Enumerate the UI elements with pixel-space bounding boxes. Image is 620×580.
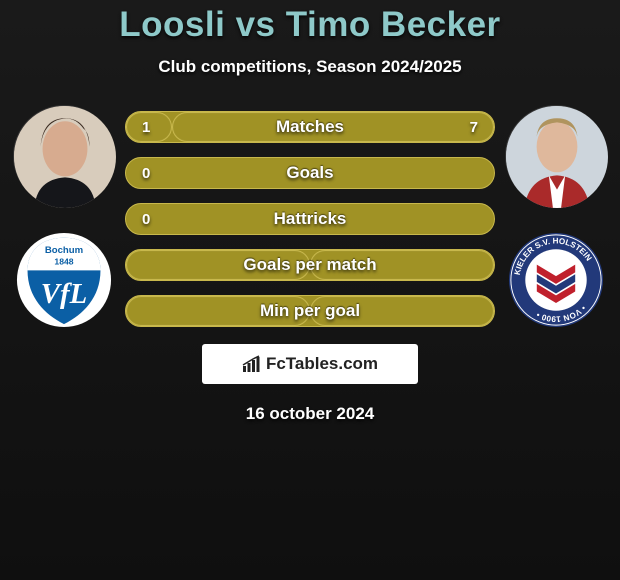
- bar-label: Goals per match: [243, 255, 376, 275]
- stat-bar-goals-per-match: Goals per match: [125, 249, 495, 281]
- watermark-text: FcTables.com: [266, 354, 378, 374]
- left-player-column: Bochum 1848 VfL: [8, 105, 120, 328]
- watermark-badge: FcTables.com: [202, 344, 418, 384]
- comparison-area: Bochum 1848 VfL Matches17Goals0Hattricks…: [0, 105, 620, 328]
- left-club-logo: Bochum 1848 VfL: [16, 232, 112, 328]
- stat-bar-goals: Goals 0: [125, 157, 495, 189]
- subtitle: Club competitions, Season 2024/2025: [158, 57, 461, 77]
- bar-label: Min per goal: [260, 301, 360, 321]
- chart-icon: [242, 355, 262, 373]
- stat-bars: Matches 1 7 Goals 0 Hattricks 0 Goals per match…: [120, 105, 500, 327]
- left-player-avatar: [13, 105, 115, 207]
- date-label: 16 october 2024: [246, 404, 375, 424]
- club-text-top: Bochum: [45, 245, 83, 256]
- stat-bar-matches: Matches 1 7: [125, 111, 495, 143]
- right-player-avatar: [505, 105, 607, 207]
- bar-value-left: 0: [142, 211, 150, 228]
- club-text-year: 1848: [54, 257, 73, 267]
- bar-value-left: 1: [142, 119, 150, 136]
- right-player-column: KIELER S.V. HOLSTEIN • VON 1900 •: [500, 105, 612, 328]
- bar-label: Goals: [286, 163, 333, 183]
- bar-value-left: 0: [142, 165, 150, 182]
- stat-bar-min-per-goal: Min per goal: [125, 295, 495, 327]
- bar-value-right: 7: [470, 119, 478, 136]
- club-letters: VfL: [41, 278, 87, 310]
- right-club-logo: KIELER S.V. HOLSTEIN • VON 1900 •: [508, 232, 604, 328]
- stat-bar-hattricks: Hattricks 0: [125, 203, 495, 235]
- bar-label: Matches: [276, 117, 344, 137]
- page-title: Loosli vs Timo Becker: [119, 5, 500, 45]
- bar-label: Hattricks: [274, 209, 347, 229]
